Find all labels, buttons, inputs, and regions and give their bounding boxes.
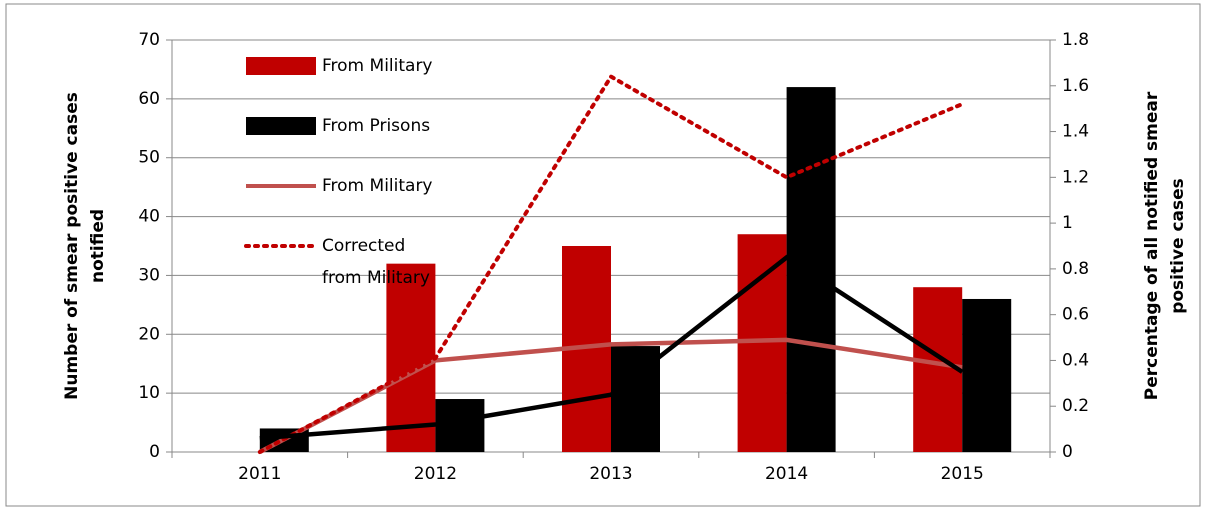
y2-tick-label: 1.8 [1062, 30, 1089, 50]
y2-tick-label: 1.2 [1062, 167, 1089, 187]
legend-label: From Prisons [322, 116, 430, 136]
y2-tick-label: 1.6 [1062, 76, 1089, 96]
y-tick-label: 10 [138, 383, 160, 403]
line-series [259, 254, 964, 441]
bar [962, 298, 1012, 452]
y2-axis-title: Percentage of all notified smear positive… [1142, 91, 1188, 400]
bar [786, 87, 836, 452]
y-tick-label: 30 [138, 265, 160, 285]
y2-tick-label: 1 [1062, 213, 1073, 233]
y2-tick-label: 0.4 [1062, 350, 1089, 370]
bar [386, 263, 436, 452]
bar [435, 399, 485, 452]
legend-label: Corrected from Military [322, 236, 430, 288]
legend-swatch [246, 57, 316, 75]
y-tick-label: 40 [138, 207, 160, 227]
legend-label: From Military [322, 176, 433, 196]
x-tick-label: 2015 [941, 464, 984, 484]
y-tick-label: 60 [138, 89, 160, 109]
x-tick-label: 2011 [238, 464, 281, 484]
y2-tick-label: 1.4 [1062, 122, 1089, 142]
y-tick-label: 20 [138, 324, 160, 344]
y-tick-label: 70 [138, 30, 160, 50]
line-series [257, 73, 965, 454]
y-tick-label: 0 [149, 442, 160, 462]
y-axis-title: Number of smear positive cases notified [62, 92, 108, 400]
y2-tick-label: 0.2 [1062, 396, 1089, 416]
legend-swatch [246, 117, 316, 135]
x-tick-label: 2013 [589, 464, 632, 484]
legend-label: From Military [322, 56, 433, 76]
y-tick-label: 50 [138, 148, 160, 168]
y2-tick-label: 0 [1062, 442, 1073, 462]
line-series [258, 337, 963, 454]
x-tick-label: 2014 [765, 464, 808, 484]
y2-tick-label: 0.8 [1062, 259, 1089, 279]
bar [913, 287, 963, 452]
y2-tick-label: 0.6 [1062, 305, 1089, 325]
x-tick-label: 2012 [414, 464, 457, 484]
